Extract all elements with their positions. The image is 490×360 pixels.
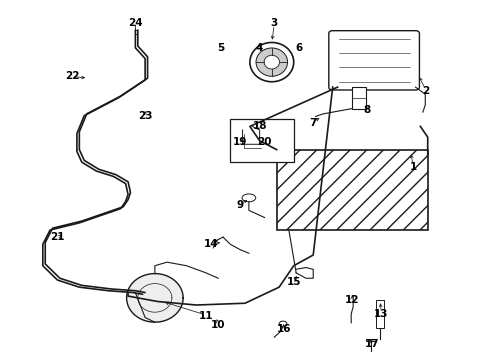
Ellipse shape [256,48,288,76]
Text: 15: 15 [287,277,301,287]
Bar [277,150,428,230]
Text: 10: 10 [211,320,225,330]
Text: 1: 1 [410,162,416,172]
Text: 20: 20 [257,138,272,148]
Ellipse shape [250,42,294,82]
Text: 9: 9 [237,200,244,210]
Bar [230,119,294,162]
FancyBboxPatch shape [329,31,419,90]
Text: 22: 22 [65,71,79,81]
Ellipse shape [279,321,287,327]
Text: 3: 3 [270,18,278,28]
Text: 8: 8 [363,105,370,115]
Text: 13: 13 [374,309,389,319]
Ellipse shape [242,194,256,202]
Text: 7: 7 [310,118,317,128]
Text: 4: 4 [256,43,263,53]
Bar [366,339,375,341]
Text: 11: 11 [199,311,213,321]
Text: 6: 6 [295,43,302,53]
Text: 5: 5 [217,43,224,53]
Ellipse shape [264,55,279,69]
Text: 16: 16 [277,324,291,334]
Text: 23: 23 [138,111,152,121]
Text: 21: 21 [50,232,65,242]
Text: 12: 12 [345,295,360,305]
Text: 14: 14 [203,239,218,249]
Text: 18: 18 [252,121,267,131]
Text: 24: 24 [128,18,143,28]
Text: 2: 2 [422,86,429,96]
Text: 19: 19 [233,138,247,148]
Bar [352,87,366,109]
Text: 17: 17 [365,339,379,349]
Polygon shape [126,274,183,322]
Bar [375,300,384,328]
